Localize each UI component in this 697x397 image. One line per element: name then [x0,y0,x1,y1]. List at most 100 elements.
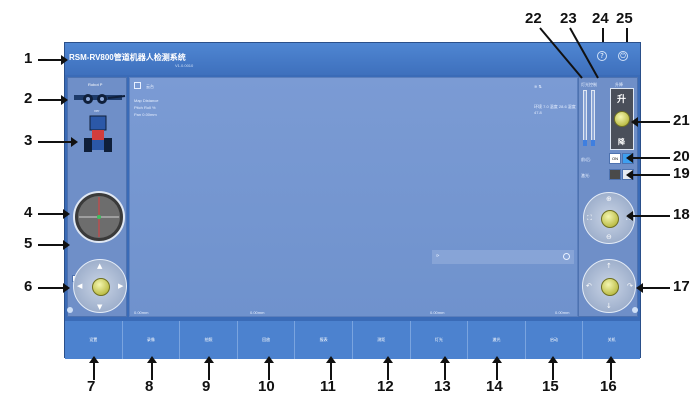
arrow-left-icon[interactable]: ◀ [77,282,83,290]
robot-label: Robot P [88,82,103,87]
callout-arrow [602,28,604,42]
callout-3: 3 [24,132,33,149]
callout-9: 9 [202,378,211,395]
callout-arrow [326,356,336,380]
power-icon[interactable]: ⏻ [618,51,628,61]
pan-tilt-knob[interactable] [601,278,619,296]
zoom-in-icon[interactable]: ⊕ [606,195,612,203]
rotate-left-icon[interactable]: ↶ [586,282,592,290]
home-icon[interactable] [632,307,638,313]
light-bar-2-fill [591,140,595,146]
callout-arrow [626,211,670,221]
status-strip: ⟳ [432,250,574,264]
video-view: 云台 Map Distance Pitch Roll % Pan 0.00mm … [129,77,578,317]
callout-4: 4 [24,204,33,221]
toolbar-button-light[interactable]: 灯光 [411,321,469,359]
zoom-joystick[interactable]: ⊕ ⊖ ⛶ ⛶ [583,192,635,244]
callout-arrow [383,356,393,380]
callout-arrow [626,153,670,163]
toolbar-button-record[interactable]: 录像 [123,321,181,359]
toolbar-button-shutdown[interactable]: 关机 [607,337,616,342]
version-label: V1.0.0010 [175,63,194,68]
robot-version-label: ver [94,108,100,113]
bottom-readout: 0.00mm [555,310,570,315]
pan-tilt-joystick[interactable]: ↑ ↓ ↶ ↷ [582,259,636,313]
callout-arrow [89,356,99,380]
toolbar-button-settings[interactable]: 设置 [65,321,123,359]
zoom-out-icon[interactable]: ⊖ [606,233,612,241]
snapshot-icon[interactable] [134,82,141,89]
overlay-line: Pan 0.00mm [134,112,157,117]
callout-arrow [636,283,670,293]
callout-arrow [38,209,70,219]
callout-6: 6 [24,278,33,295]
bottom-readout: 0.00mm [250,310,265,315]
toolbar-button-playback[interactable]: 回放 [238,321,296,359]
callout-arrow [626,170,670,180]
lift-control[interactable]: 升 降 [610,88,634,150]
tilt-down-icon[interactable]: ↓ [606,302,612,310]
toolbar-button-report[interactable]: 报表 [295,321,353,359]
environment-readout: 环境 7.0 温度 28.6 湿度 47.8 [534,104,576,115]
callout-20: 20 [673,148,690,165]
callout-arrow [631,117,670,127]
laser-label: 激光: [581,173,591,178]
help-icon[interactable]: ? [597,51,607,61]
callout-arrow [264,356,274,380]
arrow-down-icon[interactable]: ▼ [97,303,103,311]
callout-5: 5 [24,235,33,252]
callout-arrow [38,283,70,293]
callout-arrow [38,137,78,147]
callout-21: 21 [673,112,690,129]
move-joystick-knob[interactable] [92,278,110,296]
callout-14: 14 [486,378,503,395]
bottom-readout: 0.00mm [134,310,149,315]
overlay-line: Map Distance [134,98,159,103]
light-bar-1[interactable] [583,90,587,146]
callout-arrow [606,356,616,380]
callout-23: 23 [560,10,577,27]
callout-arrow [626,28,628,42]
callout-15: 15 [542,378,559,395]
arrow-up-icon[interactable]: ▲ [97,262,103,270]
camera-label: 云台 [146,84,154,89]
toolbar-button-measure[interactable]: 测距 [353,321,411,359]
callout-8: 8 [145,378,154,395]
front-rear-toggle[interactable]: ON [609,153,621,164]
callout-1: 1 [24,50,33,67]
toolbar-button-laser[interactable]: 激光 [468,321,526,359]
shrink-icon[interactable]: ⛶ [587,214,592,222]
callout-arrow [147,356,157,380]
reset-icon[interactable] [67,307,73,313]
callout-leader-22 [539,27,583,79]
tilt-up-icon[interactable]: ↑ [606,262,612,270]
bottom-readout: 0.00mm [430,310,445,315]
callout-10: 10 [258,378,275,395]
callout-12: 12 [377,378,394,395]
move-joystick[interactable]: ▲ ▼ ◀ ▶ [73,259,127,313]
lift-down-button[interactable]: 降 [618,138,625,146]
toolbar-button-photo[interactable]: 拍照 [180,321,238,359]
callout-arrow [548,356,558,380]
lift-knob[interactable] [614,111,630,127]
title-bar: RSM-RV800管道机器人检测系统 V1.0.0010 ? ⏻ [65,43,640,75]
light-bar-2[interactable] [591,90,595,146]
refresh-icon[interactable]: ⟳ [436,253,440,258]
callout-arrow [492,356,502,380]
callout-arrow [38,95,68,105]
callout-18: 18 [673,206,690,223]
bottom-toolbar: 设置 录像 拍照 回放 报表 测距 灯光 激光 启动 关机 [65,321,640,359]
rotate-right-icon[interactable]: ↷ [627,282,633,290]
callout-2: 2 [24,90,33,107]
robot-top-view-icon [84,115,112,152]
laser-toggle-off[interactable] [609,169,621,180]
settings-dot-icon[interactable] [563,253,570,260]
light-bar-1-fill [583,140,587,146]
lift-up-button[interactable]: 升 [617,95,627,105]
arrow-right-icon[interactable]: ▶ [118,282,124,290]
zoom-joystick-knob[interactable] [601,210,619,228]
callout-7: 7 [87,378,96,395]
attitude-gauge [73,191,125,243]
callout-16: 16 [600,378,617,395]
toolbar-button-start[interactable]: 启动 [526,321,584,359]
